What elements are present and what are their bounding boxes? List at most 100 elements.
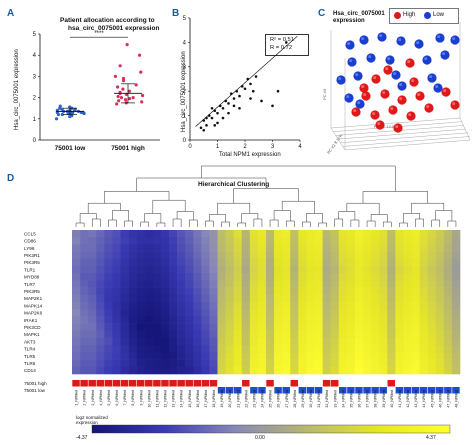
y-tick-label: 3 <box>33 74 37 80</box>
heatmap-cell <box>282 251 291 260</box>
heatmap-cell <box>96 237 105 245</box>
heatmap-cell <box>427 316 437 324</box>
heatmap-cell <box>152 316 162 324</box>
data-point <box>199 126 203 130</box>
heatmap-cell <box>403 244 412 252</box>
heatmap-cell <box>435 251 445 260</box>
heatmap-cell <box>379 251 388 260</box>
dendrogram-branch <box>87 202 121 214</box>
heatmap-cell <box>306 273 315 281</box>
heatmap-cell <box>330 323 340 332</box>
heatmap-cell <box>193 345 202 353</box>
data-point <box>213 124 217 127</box>
heatmap-cell <box>427 266 437 274</box>
heatmap-cell <box>411 359 420 368</box>
data-point <box>227 102 230 105</box>
heatmap-cell <box>419 316 428 324</box>
heatmap-cell <box>371 345 380 353</box>
data-point <box>284 41 288 44</box>
heatmap-col-label: 26_NPMwt <box>277 390 281 408</box>
heatmap-cell <box>403 258 412 267</box>
heatmap-cell <box>322 251 331 260</box>
heatmap-cell <box>322 338 331 346</box>
heatmap-cell <box>443 352 453 360</box>
pca-point-highlight <box>372 112 376 116</box>
heatmap-cell <box>128 273 137 281</box>
heatmap-cell <box>314 237 323 245</box>
heatmap-cell <box>249 266 259 274</box>
dendrogram-branch <box>241 213 259 223</box>
heatmap-cell <box>144 366 154 375</box>
heatmap-cell <box>330 258 340 267</box>
heatmap-cell <box>395 330 404 339</box>
heatmap-cell <box>395 294 404 303</box>
group-cell <box>290 380 299 387</box>
heatmap-row-label: LY96 <box>24 246 35 251</box>
heatmap-col-label: 17_NPMwt <box>204 390 208 408</box>
heatmap-cell <box>217 280 226 288</box>
group-cell <box>371 387 379 394</box>
heatmap-cell <box>193 338 202 346</box>
heatmap-cell <box>233 345 243 353</box>
pca-point-highlight <box>452 102 456 106</box>
heatmap-cell <box>152 230 162 238</box>
heatmap-cell <box>185 294 194 303</box>
heatmap-cell <box>257 309 267 317</box>
heatmap-cell <box>169 359 178 368</box>
heatmap-cell <box>152 302 162 310</box>
heatmap-cell <box>266 258 275 267</box>
heatmap-cell <box>217 302 226 310</box>
heatmap-cell <box>411 280 420 288</box>
heatmap-cell <box>346 266 356 274</box>
heatmap-cell <box>387 302 396 310</box>
heatmap-cell <box>387 345 396 353</box>
heatmap-cell <box>72 230 81 238</box>
heatmap-cell <box>298 280 307 288</box>
heatmap-cell <box>411 302 420 310</box>
heatmap-cell <box>177 230 186 238</box>
heatmap-cell <box>112 309 121 317</box>
data-point <box>127 97 132 101</box>
heatmap-cell <box>104 345 113 353</box>
heatmap-cell <box>241 302 251 310</box>
dendrogram-branch <box>172 218 182 227</box>
heatmap-cell <box>160 244 170 252</box>
heatmap-cell <box>249 237 259 245</box>
heatmap-cell <box>185 323 194 332</box>
heatmap-cell <box>290 244 299 252</box>
heatmap-cell <box>298 302 307 310</box>
heatmap-cell <box>338 258 348 267</box>
heatmap-cell <box>169 230 178 238</box>
heatmap-cell <box>72 338 81 346</box>
heatmap-cell <box>80 287 89 296</box>
heatmap-cell <box>427 258 437 267</box>
data-point <box>249 97 252 100</box>
heatmap-cell <box>160 366 170 375</box>
heatmap-cell <box>112 352 121 360</box>
scale-label-line2: expression <box>76 420 98 425</box>
heatmap-cell <box>249 280 259 288</box>
heatmap-col-label: 9_NPMwt <box>139 390 143 406</box>
group-cell <box>363 387 371 394</box>
heatmap-cell <box>169 316 178 324</box>
heatmap-cell <box>290 280 299 288</box>
heatmap-cell <box>371 352 380 360</box>
heatmap-cell <box>144 330 154 339</box>
heatmap-cell <box>298 273 307 281</box>
heatmap-cell <box>282 230 291 238</box>
heatmap-cell <box>274 251 283 260</box>
heatmap-cell <box>379 352 388 360</box>
heatmap-cell <box>217 345 226 353</box>
panel-letter-c: C <box>318 8 326 19</box>
heatmap-cell <box>266 352 275 360</box>
heatmap-cell <box>80 359 89 368</box>
heatmap-col-label: 32_NPMwt <box>325 390 329 408</box>
heatmap-cell <box>419 266 428 274</box>
y-tick-label: 4 <box>33 53 37 59</box>
dendrogram-branch <box>338 211 356 220</box>
heatmap-cell <box>443 237 453 245</box>
heatmap-cell <box>266 366 275 375</box>
data-point <box>221 106 225 110</box>
heatmap-cell <box>136 330 146 339</box>
